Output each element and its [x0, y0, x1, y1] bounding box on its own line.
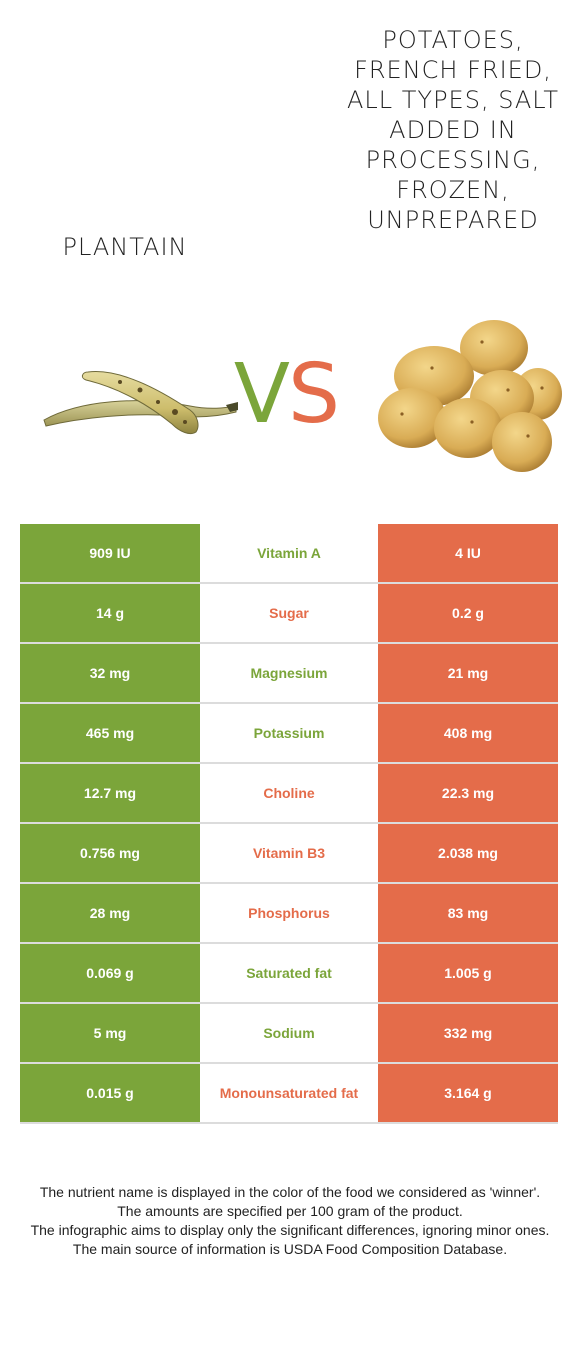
plantain-value: 465 mg	[20, 704, 200, 762]
nutrient-row: 0.015 g Monounsaturated fat 3.164 g	[20, 1064, 558, 1124]
nutrient-row: 0.756 mg Vitamin B3 2.038 mg	[20, 824, 558, 884]
plantain-image	[43, 371, 238, 435]
vs-letter-v: V	[233, 347, 290, 442]
potatoes-value: 2.038 mg	[378, 824, 558, 882]
nutrient-name: Choline	[200, 764, 378, 822]
plantain-value: 32 mg	[20, 644, 200, 702]
nutrient-row: 32 mg Magnesium 21 mg	[20, 644, 558, 704]
nutrient-name: Vitamin A	[200, 524, 378, 582]
plantain-value: 0.015 g	[20, 1064, 200, 1122]
nutrient-row: 465 mg Potassium 408 mg	[20, 704, 558, 764]
nutrient-row: 28 mg Phosphorus 83 mg	[20, 884, 558, 944]
plantain-value: 12.7 mg	[20, 764, 200, 822]
potatoes-value: 4 IU	[378, 524, 558, 582]
nutrient-name: Monounsaturated fat	[200, 1064, 378, 1122]
potatoes-value: 21 mg	[378, 644, 558, 702]
nutrient-row: 14 g Sugar 0.2 g	[20, 584, 558, 644]
plantain-value: 28 mg	[20, 884, 200, 942]
potatoes-image	[378, 320, 562, 472]
potatoes-value: 0.2 g	[378, 584, 558, 642]
plantain-value: 909 IU	[20, 524, 200, 582]
potatoes-value: 3.164 g	[378, 1064, 558, 1122]
nutrient-name: Potassium	[200, 704, 378, 762]
footnote-line: The infographic aims to display only the…	[30, 1222, 550, 1238]
nutrient-name: Phosphorus	[200, 884, 378, 942]
plantain-value: 14 g	[20, 584, 200, 642]
potatoes-value: 1.005 g	[378, 944, 558, 1002]
footnote-line: The amounts are specified per 100 gram o…	[117, 1203, 463, 1219]
footnote-line: The nutrient name is displayed in the co…	[39, 1184, 541, 1200]
vs-letter-s: S	[288, 347, 340, 442]
nutrient-name: Saturated fat	[200, 944, 378, 1002]
nutrient-name: Sugar	[200, 584, 378, 642]
potatoes-value: 332 mg	[378, 1004, 558, 1062]
potatoes-value: 22.3 mg	[378, 764, 558, 822]
nutrient-row: 12.7 mg Choline 22.3 mg	[20, 764, 558, 824]
vs-logo: VS	[222, 350, 350, 440]
plantain-value: 5 mg	[20, 1004, 200, 1062]
footnote-line: The main source of information is USDA F…	[72, 1241, 508, 1257]
footnote: The nutrient name is displayed in the co…	[18, 1183, 562, 1259]
potatoes-value: 83 mg	[378, 884, 558, 942]
plantain-value: 0.069 g	[20, 944, 200, 1002]
food-title-plantain: Plantain	[62, 233, 188, 261]
nutrient-name: Vitamin B3	[200, 824, 378, 882]
nutrient-row: 5 mg Sodium 332 mg	[20, 1004, 558, 1064]
nutrient-name: Magnesium	[200, 644, 378, 702]
nutrient-row: 0.069 g Saturated fat 1.005 g	[20, 944, 558, 1004]
potatoes-value: 408 mg	[378, 704, 558, 762]
nutrient-name: Sodium	[200, 1004, 378, 1062]
plantain-value: 0.756 mg	[20, 824, 200, 882]
food-title-potatoes: Potatoes, french fried, all types, salt …	[346, 26, 560, 234]
